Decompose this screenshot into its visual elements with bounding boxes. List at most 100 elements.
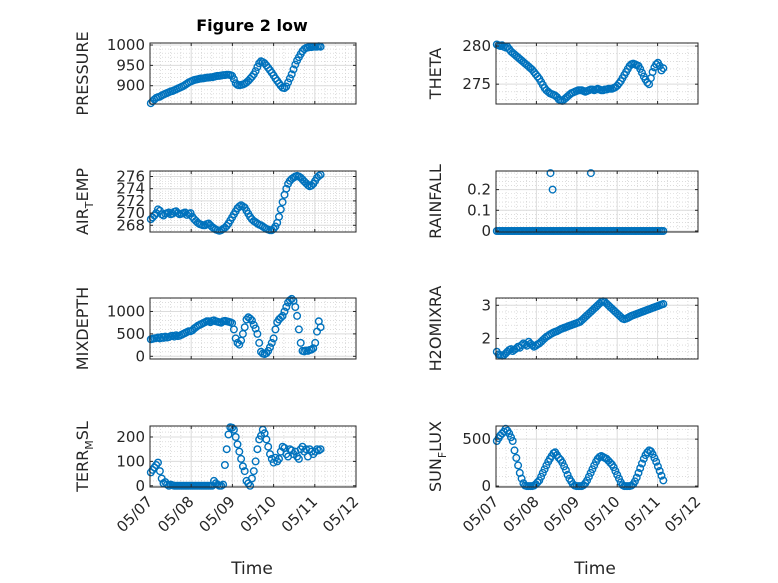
- data-point: [638, 459, 647, 468]
- data-point: [652, 457, 661, 466]
- panel-terr-msl: 0 100 200 TERRMSL 05/0705/0805/0905/1005/110…: [73, 421, 362, 536]
- data-point: [657, 66, 666, 75]
- data-point: [609, 463, 618, 472]
- y-tick-label: 268: [116, 216, 145, 234]
- data-point: [228, 423, 237, 432]
- data-point: [235, 340, 244, 349]
- axes-box: [149, 170, 357, 233]
- y-tick-label: 900: [116, 77, 145, 95]
- data-point: [639, 454, 648, 463]
- data-point: [548, 185, 557, 194]
- data-point: [251, 67, 260, 76]
- data-point: [316, 445, 325, 454]
- data-point: [285, 296, 294, 305]
- y-tick-label: 276: [116, 167, 145, 185]
- data-point: [517, 474, 526, 483]
- data-point: [296, 338, 305, 347]
- data-point: [636, 464, 645, 473]
- data-point: [653, 462, 662, 471]
- panel-pressure: 900 950 1000 PRESSURE: [73, 31, 357, 116]
- axes-box: [149, 297, 357, 360]
- x-axis-label-left: Time: [230, 559, 273, 579]
- x-tick-label: 05/11: [278, 493, 321, 536]
- data-point: [584, 472, 593, 481]
- data-point: [586, 468, 595, 477]
- data-point: [659, 300, 668, 309]
- data-point: [249, 467, 258, 476]
- y-tick-label: 0: [481, 477, 491, 495]
- data-point: [285, 74, 294, 83]
- data-point: [657, 471, 666, 480]
- x-tick-label: 05/08: [154, 493, 197, 536]
- y-tick-label: 272: [116, 192, 145, 210]
- data-point: [266, 450, 275, 459]
- y-tick-label: 274: [116, 180, 145, 198]
- y-tick-label: 3: [481, 296, 491, 314]
- data-point: [659, 64, 668, 73]
- y-axis-label: SUNFLUX: [426, 421, 449, 492]
- y-tick-label: 275: [462, 75, 491, 93]
- data-point: [632, 473, 641, 482]
- data-point: [588, 465, 597, 474]
- data-point: [269, 458, 278, 467]
- data-point: [307, 345, 316, 354]
- data-point: [630, 477, 639, 486]
- y-tick-label: 100: [116, 452, 145, 470]
- data-point: [512, 453, 521, 462]
- x-tick-label: 05/12: [661, 493, 704, 536]
- data-point: [238, 462, 247, 471]
- data-series: [146, 170, 325, 235]
- data-series: [146, 423, 325, 490]
- data-point: [235, 447, 244, 456]
- data-point: [153, 458, 162, 467]
- data-point: [563, 470, 572, 479]
- data-point: [282, 303, 291, 312]
- data-point: [280, 307, 289, 316]
- data-point: [251, 457, 260, 466]
- data-series: [492, 424, 668, 491]
- data-series: [492, 40, 668, 105]
- data-series: [146, 42, 325, 108]
- data-point: [224, 430, 233, 439]
- data-point: [280, 84, 289, 93]
- data-point: [231, 433, 240, 442]
- y-tick-label: 0: [135, 347, 145, 365]
- y-axis-label: H2OMIXRA: [426, 286, 445, 372]
- data-point: [287, 70, 296, 79]
- data-point: [233, 440, 242, 449]
- data-point: [528, 341, 537, 350]
- y-tick-label: 0.2: [467, 181, 491, 199]
- data-point: [222, 445, 231, 454]
- panel-h2omixra: 2 3 H2OMIXRA: [426, 286, 699, 372]
- data-point: [294, 454, 303, 463]
- data-point: [293, 311, 302, 320]
- x-tick-label: 05/08: [499, 493, 542, 536]
- data-point: [275, 454, 284, 463]
- data-point: [282, 184, 291, 193]
- data-point: [255, 59, 264, 68]
- data-point: [510, 446, 519, 455]
- data-point: [269, 334, 278, 343]
- data-point: [291, 60, 300, 69]
- data-point: [561, 466, 570, 475]
- data-point: [246, 314, 255, 323]
- y-tick-label: 0: [135, 477, 145, 495]
- data-point: [291, 303, 300, 312]
- y-tick-label: 0: [481, 222, 491, 240]
- axes-box: [149, 42, 357, 105]
- data-point: [229, 325, 238, 334]
- y-axis-label: AIRTEMP: [73, 168, 96, 235]
- data-point: [262, 435, 271, 444]
- x-tick-label: 05/09: [195, 493, 238, 536]
- x-tick-label: 05/11: [621, 493, 664, 536]
- data-point: [507, 345, 516, 354]
- y-tick-label: 280: [462, 37, 491, 55]
- axes-box: [495, 42, 699, 105]
- data-point: [246, 481, 255, 490]
- data-point: [517, 341, 526, 350]
- data-point: [276, 313, 285, 322]
- data-point: [648, 67, 657, 76]
- data-point: [271, 325, 280, 334]
- data-point: [311, 338, 320, 347]
